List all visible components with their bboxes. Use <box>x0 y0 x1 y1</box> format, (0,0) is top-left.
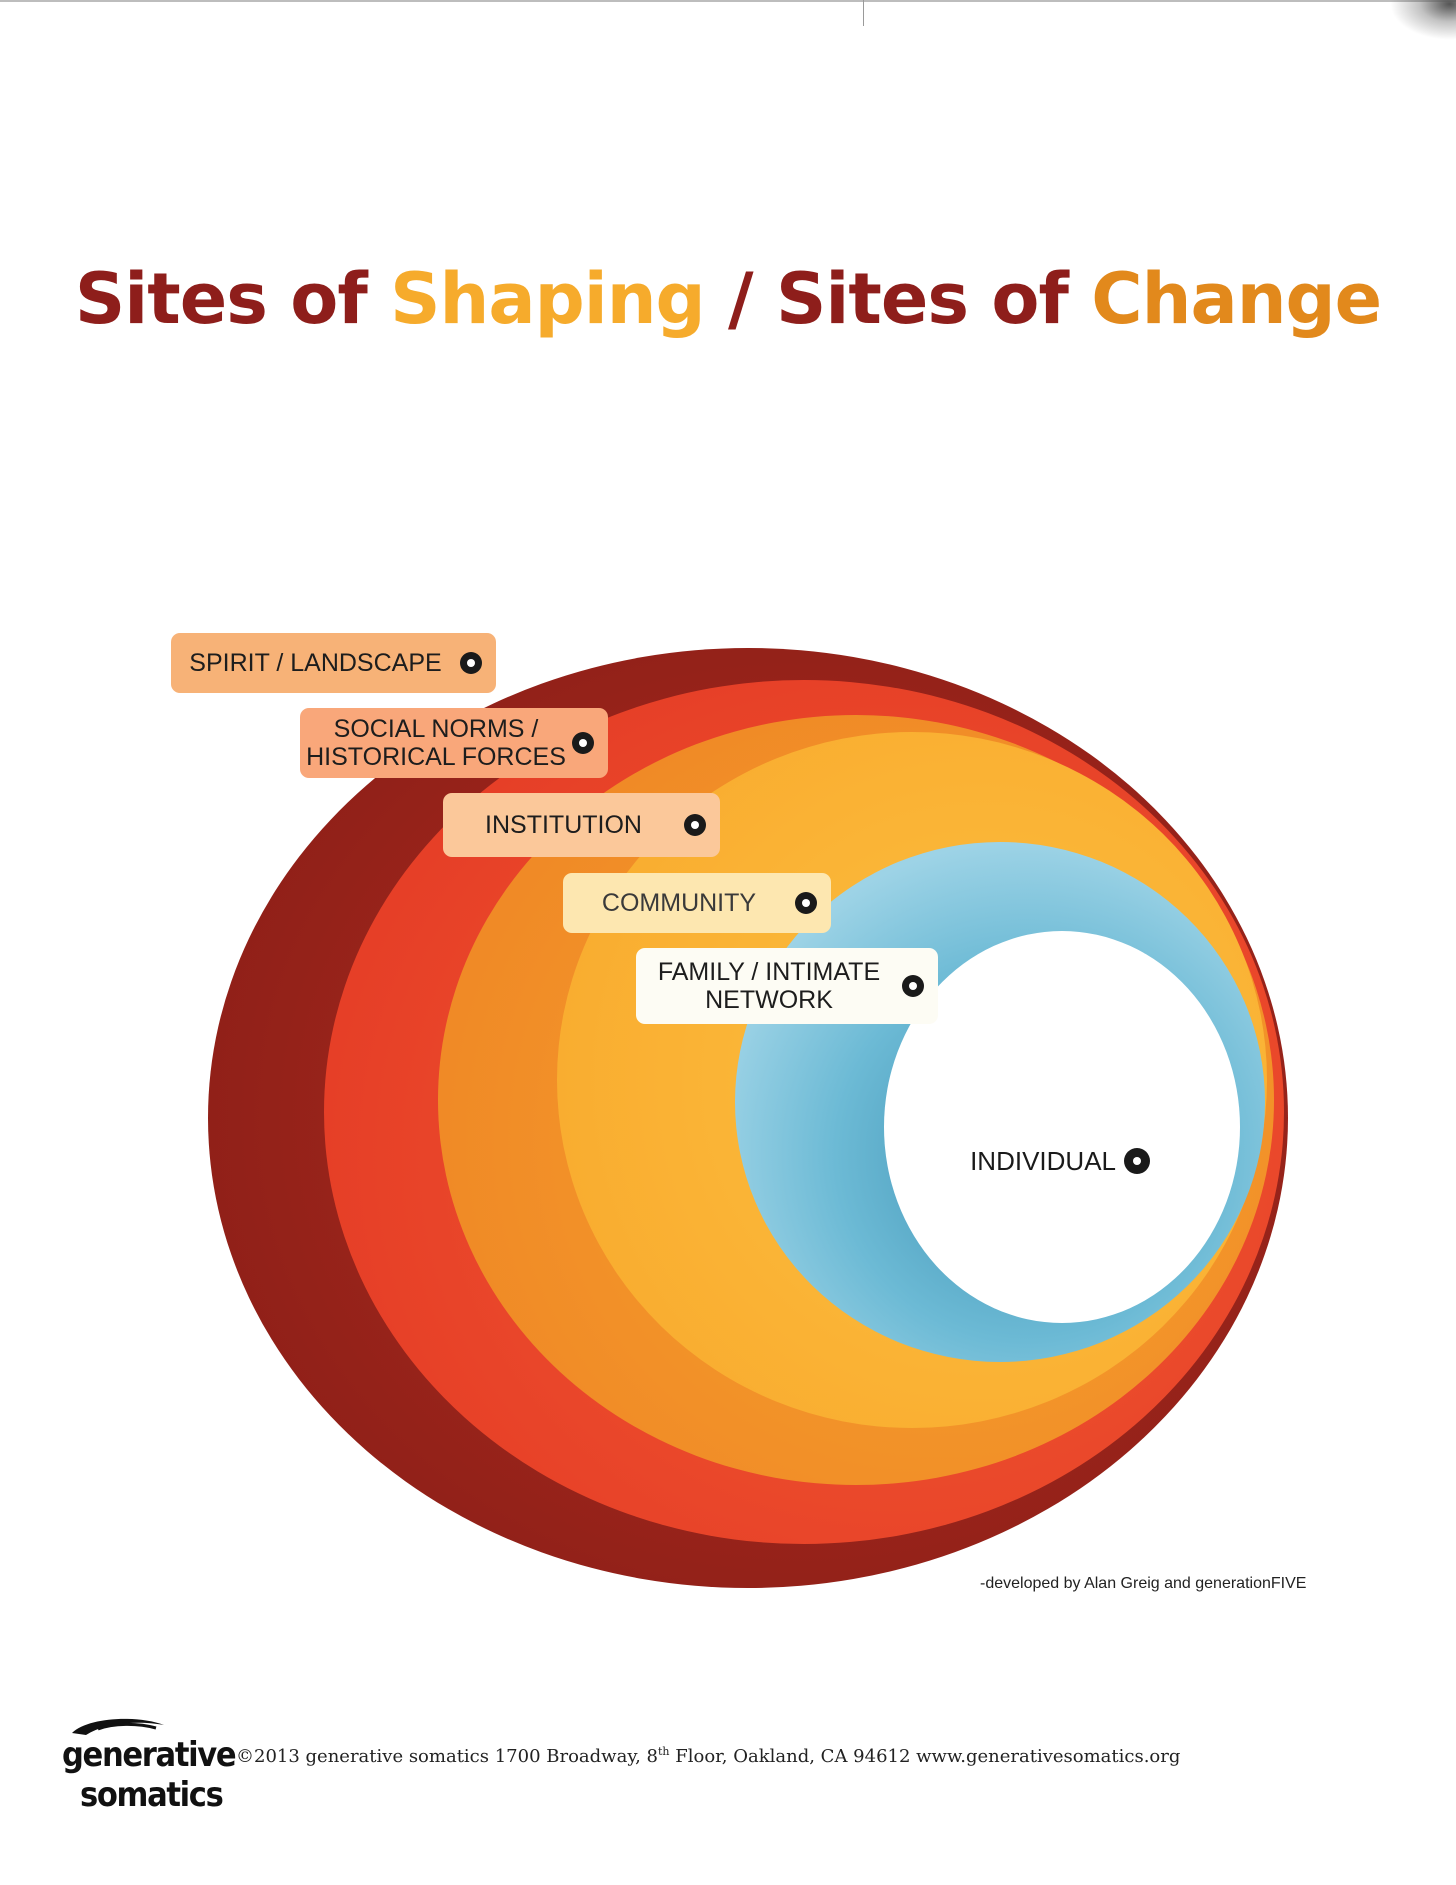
logo-word-generative: generative <box>62 1735 237 1775</box>
label-spirit-text: SPIRIT / LANDSCAPE <box>189 649 442 677</box>
label-individual-text: INDIVIDUAL <box>970 1145 1116 1176</box>
label-social-line1: SOCIAL NORMS / <box>333 715 539 743</box>
label-social-line2: HISTORICAL FORCES <box>306 743 566 771</box>
label-social-norms: SOCIAL NORMS / HISTORICAL FORCES <box>300 708 608 778</box>
label-family-line2: NETWORK <box>705 986 833 1014</box>
label-family-intimate: FAMILY / INTIMATE NETWORK <box>636 948 938 1024</box>
logo-word-somatics: somatics <box>80 1775 224 1815</box>
target-icon <box>902 975 924 997</box>
target-icon <box>684 814 706 836</box>
label-individual: INDIVIDUAL <box>952 1143 1152 1179</box>
footer-copyright: ©2013 generative somatics 1700 Broadway,… <box>236 1745 1236 1767</box>
target-icon <box>795 892 817 914</box>
page-title: Sites of Shaping / Sites of Change <box>0 258 1456 340</box>
footer-text-2: Floor, Oakland, CA 94612 www.generatives… <box>669 1746 1181 1767</box>
title-part-shaping: Shaping <box>390 258 706 340</box>
title-part-sites-of-2: / Sites of <box>704 258 1092 340</box>
label-institution: INSTITUTION <box>443 793 720 857</box>
target-icon <box>572 732 594 754</box>
title-part-change: Change <box>1091 258 1382 340</box>
target-icon <box>460 652 482 674</box>
footer-text-1: ©2013 generative somatics 1700 Broadway,… <box>236 1746 658 1767</box>
label-community-text: COMMUNITY <box>601 889 757 917</box>
target-icon <box>1124 1148 1150 1174</box>
label-family-text: FAMILY / INTIMATE NETWORK <box>658 958 880 1014</box>
ring-individual <box>884 931 1240 1323</box>
title-part-sites-of: Sites of <box>74 258 391 340</box>
label-institution-text: INSTITUTION <box>485 811 642 839</box>
label-family-line1: FAMILY / INTIMATE <box>657 958 881 986</box>
logo-swoosh-icon <box>72 1718 164 1735</box>
label-social-text: SOCIAL NORMS / HISTORICAL FORCES <box>306 715 566 771</box>
footer-sup: th <box>658 1745 670 1758</box>
label-community: COMMUNITY <box>563 873 831 933</box>
scan-edge-line <box>0 0 1456 2</box>
generative-somatics-logo: generative somatics <box>62 1715 237 1825</box>
credit-text: -developed by Alan Greig and generationF… <box>980 1575 1307 1592</box>
scan-mark <box>863 0 864 26</box>
scan-smudge <box>1390 0 1456 40</box>
label-spirit-landscape: SPIRIT / LANDSCAPE <box>171 633 496 693</box>
